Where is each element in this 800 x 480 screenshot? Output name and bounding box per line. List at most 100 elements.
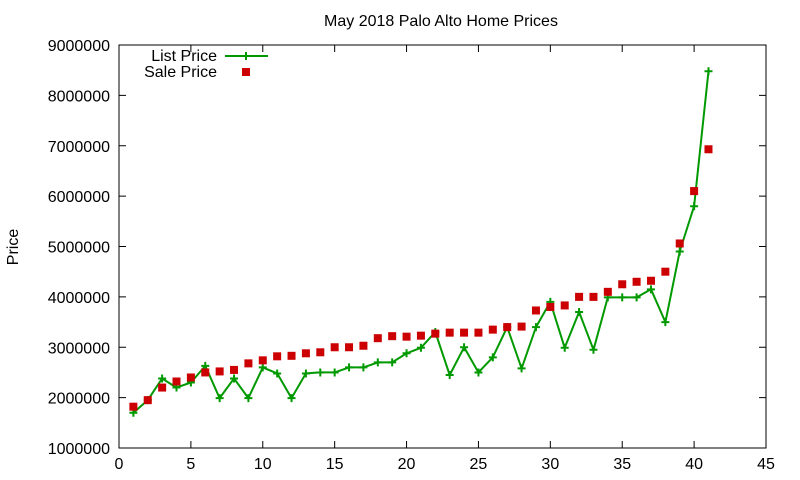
list-price-point	[345, 363, 354, 372]
list-price-point	[273, 369, 282, 378]
list-price-point	[330, 368, 339, 377]
axis-ticks: 0 5 10 15 20 25 30 35 40 45 1000000 2000000 3000000 4…	[48, 38, 775, 473]
legend-label-sale-price: Sale Price	[144, 64, 217, 81]
x-tick-label: 20	[398, 456, 416, 473]
sale-price-point	[201, 368, 210, 377]
y-tick-label: 3000000	[48, 340, 110, 357]
sale-price-point	[603, 287, 612, 296]
list-price-point	[158, 374, 167, 383]
x-tick-label: 0	[115, 456, 124, 473]
list-price-point	[445, 370, 454, 379]
sale-price-point	[531, 306, 540, 315]
list-price-point	[690, 202, 699, 211]
x-tick-label: 35	[613, 456, 631, 473]
sale-price-point	[186, 373, 195, 382]
plot-frame	[118, 44, 767, 449]
legend-marker-sale-price	[242, 68, 250, 76]
sale-price-point	[158, 383, 167, 392]
list-price-point	[402, 349, 411, 358]
list-price-point	[675, 247, 684, 256]
list-price-point	[230, 374, 239, 383]
list-price-point	[575, 307, 584, 316]
sale-price-point	[388, 332, 397, 341]
sale-price-point	[316, 348, 325, 357]
sale-price-point	[330, 343, 339, 352]
list-price-point	[244, 394, 253, 403]
sale-price-point	[460, 328, 469, 337]
sale-price-point	[258, 356, 267, 365]
sale-price-point	[416, 331, 425, 340]
chart-title: May 2018 Palo Alto Home Prices	[324, 13, 558, 30]
y-tick-label: 6000000	[48, 189, 110, 206]
list-price-point	[488, 353, 497, 362]
list-price-point	[632, 293, 641, 302]
sale-price-point	[287, 351, 296, 360]
list-price-point	[215, 394, 224, 403]
list-price-point	[474, 368, 483, 377]
x-tick-label: 30	[541, 456, 559, 473]
list-price-point	[646, 285, 655, 294]
list-price-line	[132, 71, 710, 414]
list-price-point	[661, 318, 670, 327]
sale-price-point	[215, 367, 224, 376]
y-tick-label: 8000000	[48, 88, 110, 105]
sale-price-point	[402, 332, 411, 341]
sale-price-point	[575, 292, 584, 301]
x-tick-label: 5	[186, 456, 195, 473]
y-tick-label: 7000000	[48, 139, 110, 156]
sale-price-point	[273, 352, 282, 361]
sale-price-point	[359, 341, 368, 350]
list-price-point	[301, 369, 310, 378]
x-tick-label: 15	[326, 456, 344, 473]
list-price-point	[287, 394, 296, 403]
sale-price-point	[431, 329, 440, 338]
list-price-point	[560, 343, 569, 352]
y-tick-label: 4000000	[48, 290, 110, 307]
list-price-point	[517, 364, 526, 373]
sale-price-point	[143, 396, 152, 405]
y-tick-label: 1000000	[48, 441, 110, 458]
list-price-point	[531, 323, 540, 332]
sale-price-point	[632, 277, 641, 286]
sale-price-point	[488, 325, 497, 334]
sale-price-point	[129, 402, 138, 411]
list-price-point	[460, 343, 469, 352]
legend-marker-list-price	[242, 52, 250, 60]
list-price-point	[618, 293, 627, 302]
series-layer	[129, 67, 713, 417]
list-price-point	[416, 343, 425, 352]
y-tick-label: 5000000	[48, 240, 110, 257]
sale-price-point	[618, 280, 627, 289]
legend: List Price Sale Price	[144, 48, 268, 81]
y-tick-label: 2000000	[48, 391, 110, 408]
list-price-point	[258, 363, 267, 372]
sale-price-point	[704, 145, 713, 154]
list-price-point	[704, 67, 713, 76]
sale-price-point	[503, 323, 512, 332]
sale-price-point	[646, 276, 655, 285]
sale-price-point	[546, 302, 555, 311]
sale-price-point	[690, 187, 699, 196]
sale-price-point	[517, 322, 526, 331]
sale-price-point	[589, 292, 598, 301]
sale-price-point	[244, 359, 253, 368]
list-price-point	[388, 358, 397, 367]
list-price-point	[373, 358, 382, 367]
sale-price-point	[445, 328, 454, 337]
sale-price-point	[301, 349, 310, 358]
x-tick-label: 45	[757, 456, 775, 473]
legend-label-list-price: List Price	[151, 48, 217, 65]
sale-price-point	[661, 267, 670, 276]
sale-price-point	[172, 377, 181, 386]
y-tick-label: 9000000	[48, 38, 110, 55]
sale-price-point	[474, 328, 483, 337]
sale-price-point	[675, 239, 684, 248]
list-price-point	[589, 345, 598, 354]
sale-price-point	[560, 301, 569, 310]
sale-price-point	[373, 334, 382, 343]
x-tick-label: 25	[470, 456, 488, 473]
list-price-point	[359, 363, 368, 372]
y-axis-label: Price	[5, 229, 22, 266]
list-price-point	[316, 368, 325, 377]
